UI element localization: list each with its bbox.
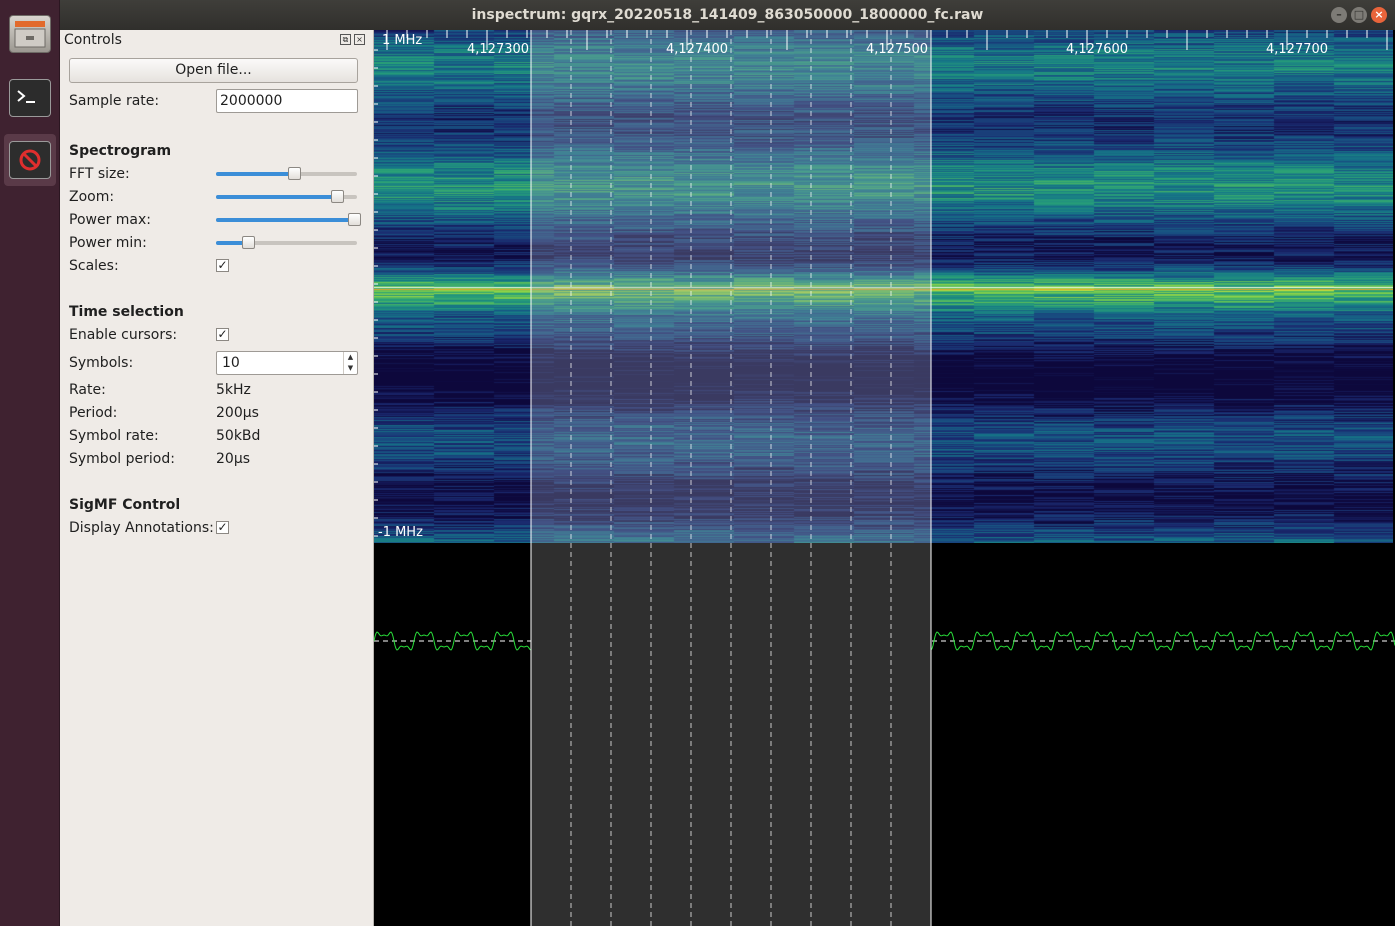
power-min-slider[interactable] — [216, 236, 357, 250]
spin-up-icon[interactable]: ▲ — [347, 353, 354, 361]
symbols-value[interactable]: 10 — [222, 355, 240, 371]
symbols-label: Symbols: — [69, 355, 134, 371]
dock-item-inspectrum[interactable] — [4, 134, 56, 186]
scales-checkbox[interactable]: ✓ — [216, 258, 229, 272]
plot-view[interactable]: 1 MHz -1 MHz 4,127300 4,127400 4,127500 … — [374, 30, 1395, 926]
power-max-slider[interactable] — [216, 213, 362, 227]
sigmf-heading: SigMF Control — [69, 497, 181, 513]
fft-size-slider[interactable] — [216, 167, 357, 181]
maximize-button[interactable]: □ — [1351, 7, 1367, 23]
cursor-overlay[interactable] — [374, 30, 1395, 926]
rate-label: Rate: — [69, 382, 106, 398]
sample-tick-label: 4,127700 — [1266, 42, 1329, 57]
dock-item-terminal[interactable] — [4, 72, 56, 124]
sample-tick-label: 4,127600 — [1066, 42, 1129, 57]
no-entry-icon — [9, 141, 51, 179]
time-selection-heading: Time selection — [69, 304, 184, 320]
close-button[interactable]: × — [1371, 7, 1387, 23]
display-annotations-checkbox[interactable]: ✓ — [216, 520, 229, 534]
window-title: inspectrum: gqrx_20220518_141409_8630500… — [471, 7, 984, 23]
launcher-dock — [0, 0, 60, 926]
sample-rate-input[interactable]: 2000000 — [216, 89, 358, 113]
open-file-button[interactable]: Open file... — [69, 58, 358, 83]
sample-rate-label: Sample rate: — [69, 93, 160, 109]
fft-size-slider-handle[interactable] — [287, 167, 301, 180]
window-titlebar: inspectrum: gqrx_20220518_141409_8630500… — [60, 0, 1395, 30]
period-label: Period: — [69, 405, 118, 421]
sample-tick-label: 4,127400 — [666, 42, 729, 57]
rate-value: 5kHz — [216, 382, 251, 398]
controls-title: Controls — [64, 32, 122, 48]
sample-tick-label: 4,127300 — [467, 42, 530, 57]
zoom-label: Zoom: — [69, 189, 115, 205]
symbols-spinbox[interactable]: 10 ▲ ▼ — [216, 351, 358, 375]
spin-down-icon[interactable]: ▼ — [347, 364, 354, 372]
spectrogram-plot[interactable] — [374, 30, 1393, 543]
period-value: 200µs — [216, 405, 259, 421]
freq-top-label: 1 MHz — [382, 33, 423, 48]
power-min-slider-handle[interactable] — [242, 236, 256, 249]
close-dock-icon[interactable]: × — [354, 34, 365, 45]
zoom-slider-handle[interactable] — [331, 190, 345, 203]
float-dock-icon[interactable]: ⧉ — [340, 34, 351, 45]
symbol-period-value: 20µs — [216, 451, 251, 467]
power-max-label: Power max: — [69, 212, 151, 228]
freq-bottom-label: -1 MHz — [378, 525, 423, 540]
power-max-slider-handle[interactable] — [348, 213, 362, 226]
controls-panel: Controls ⧉ × Open file... Sample rate: 2… — [60, 30, 374, 926]
symbol-rate-label: Symbol rate: — [69, 428, 159, 444]
minimize-button[interactable]: – — [1331, 7, 1347, 23]
zoom-slider[interactable] — [216, 190, 357, 204]
fft-size-label: FFT size: — [69, 166, 130, 182]
symbol-rate-value: 50kBd — [216, 428, 261, 444]
controls-header: Controls ⧉ × — [64, 32, 368, 50]
scales-label: Scales: — [69, 258, 119, 274]
enable-cursors-label: Enable cursors: — [69, 327, 178, 343]
spectrogram-heading: Spectrogram — [69, 143, 172, 159]
symbol-period-label: Symbol period: — [69, 451, 175, 467]
display-annotations-label: Display Annotations: — [69, 520, 214, 536]
sample-tick-label: 4,127500 — [866, 42, 929, 57]
power-min-label: Power min: — [69, 235, 147, 251]
file-cabinet-icon — [9, 15, 51, 53]
dock-item-files[interactable] — [4, 8, 56, 60]
enable-cursors-checkbox[interactable]: ✓ — [216, 327, 229, 341]
terminal-icon — [9, 79, 51, 117]
